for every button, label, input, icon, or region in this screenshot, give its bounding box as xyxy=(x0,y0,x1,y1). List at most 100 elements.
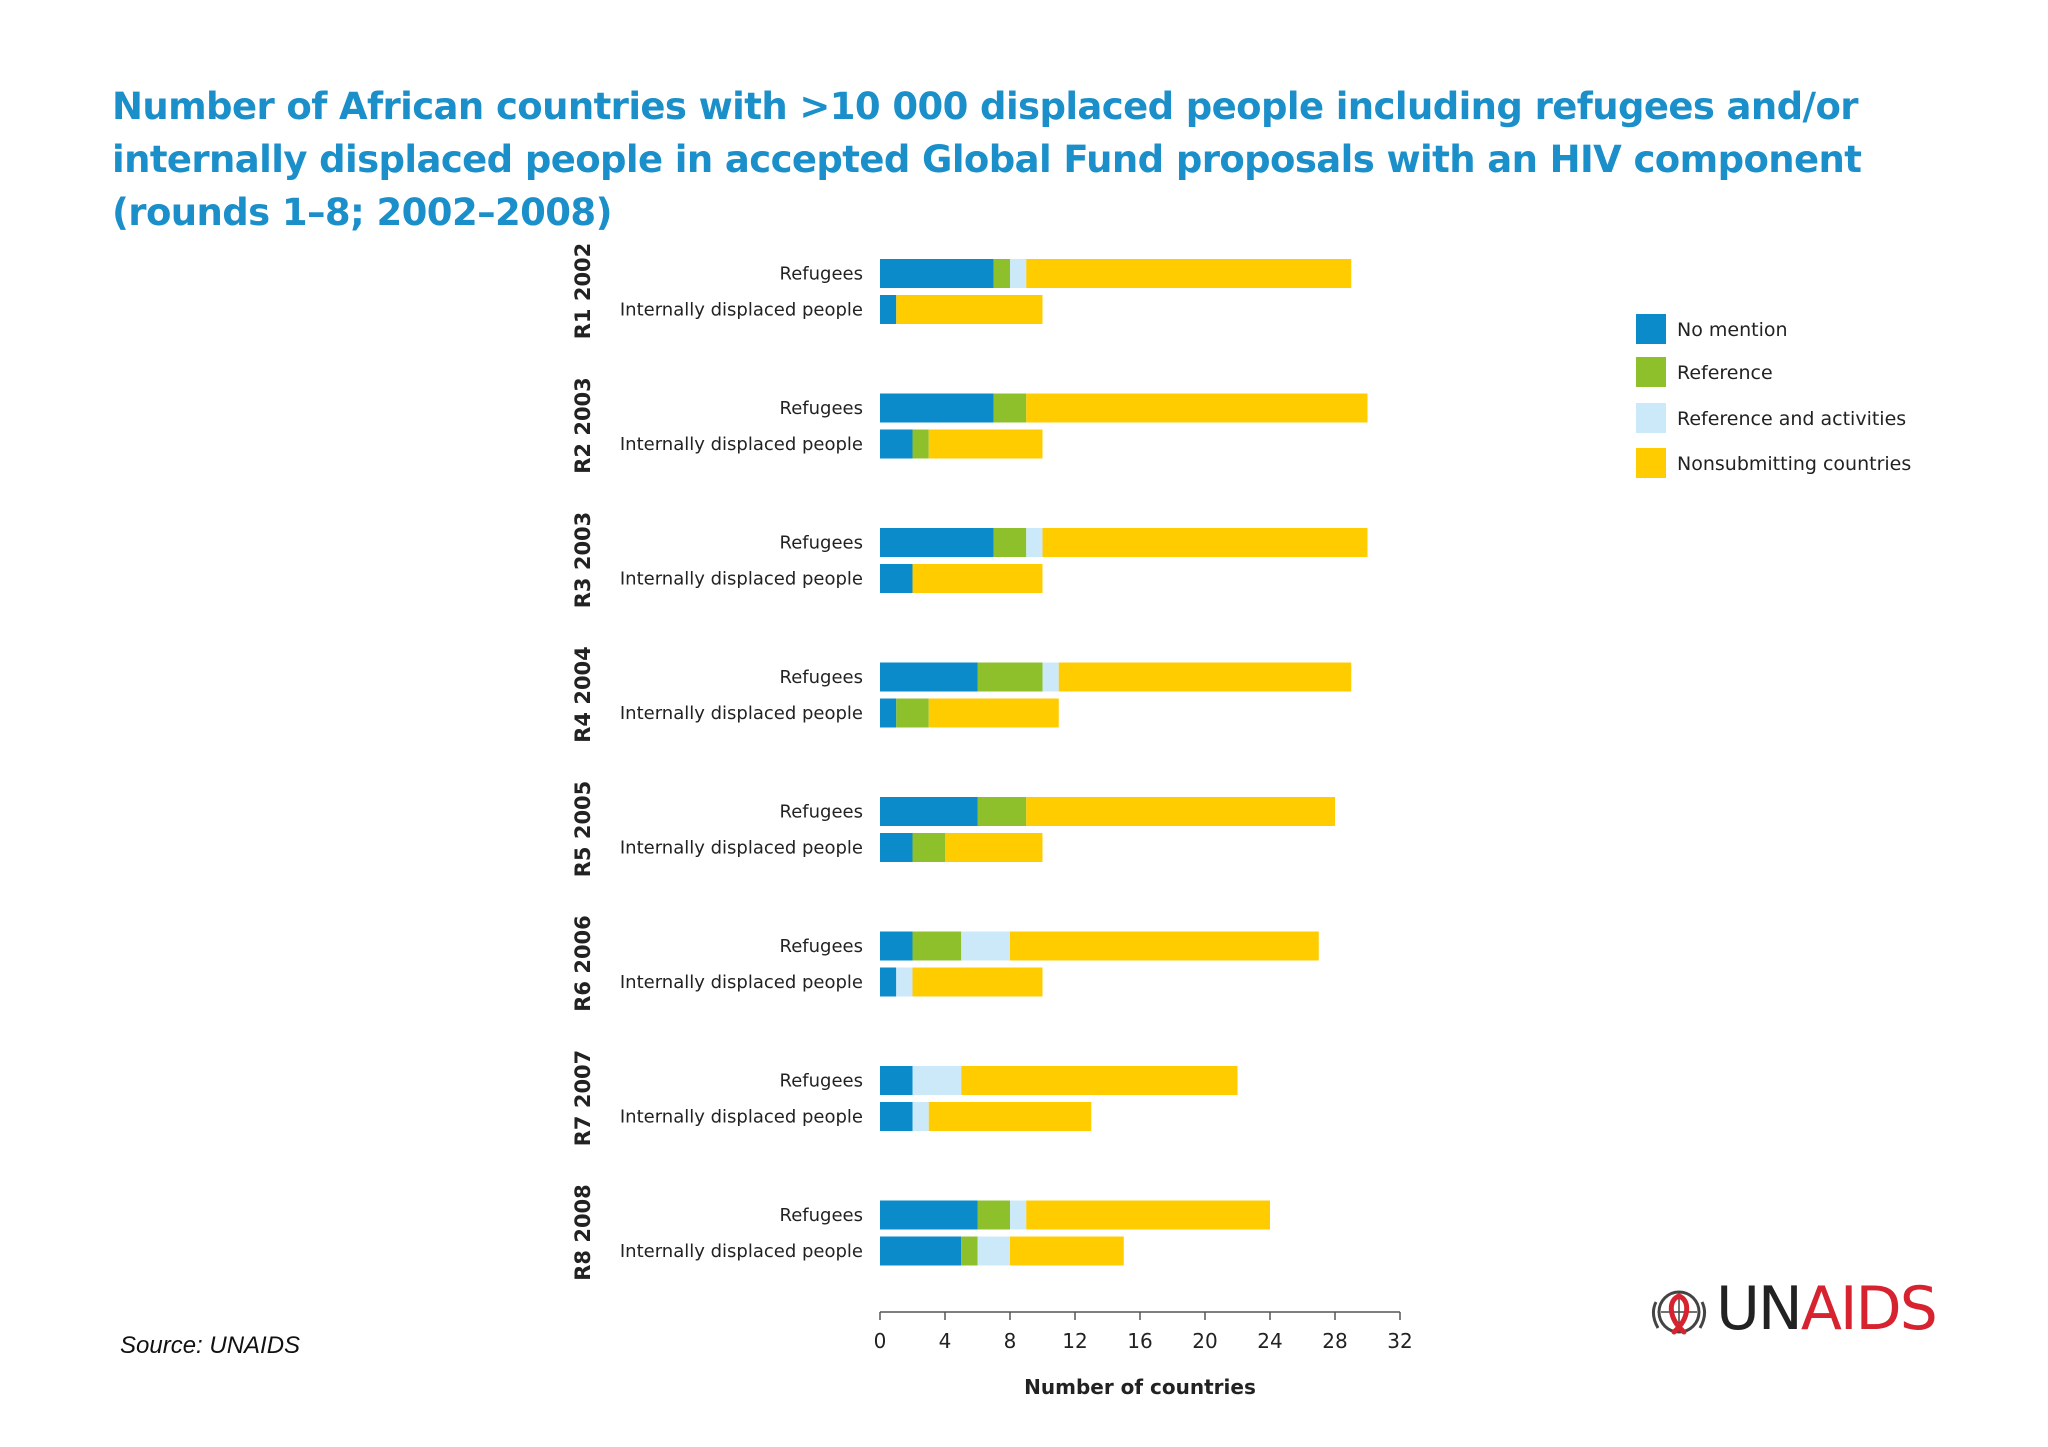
round-label: R6 2006 xyxy=(571,915,595,1012)
round-label: R2 2003 xyxy=(571,377,595,474)
unaids-logo: UNAIDS xyxy=(1648,1274,1948,1344)
x-tick-label: 0 xyxy=(874,1329,887,1353)
x-tick-label: 20 xyxy=(1192,1329,1217,1353)
x-tick-label: 8 xyxy=(1004,1329,1017,1353)
bar-segment xyxy=(977,662,1043,692)
bar-segment xyxy=(880,662,978,692)
bar-segment xyxy=(977,797,1027,826)
legend: No mention Reference Reference and activit… xyxy=(1636,314,1911,478)
bar-segment xyxy=(1026,259,1352,288)
row-label: Refugees xyxy=(780,1071,863,1092)
bar-segment xyxy=(1010,259,1027,288)
row-label: Internally displaced people xyxy=(620,703,863,724)
bar-segment xyxy=(880,393,994,423)
bar-segment xyxy=(977,1200,1010,1230)
bar-segment xyxy=(993,259,1010,288)
bar-segment xyxy=(961,931,1010,961)
bar-segment xyxy=(912,833,945,862)
bar-segment xyxy=(880,1236,962,1266)
row-label: Refugees xyxy=(780,533,863,554)
row-label: Internally displaced people xyxy=(620,972,863,993)
bar-segment xyxy=(1010,1236,1124,1266)
bar-segment xyxy=(880,1200,978,1230)
bar-segment xyxy=(1026,393,1368,423)
logo-un: UN xyxy=(1716,1274,1803,1344)
bar-segment xyxy=(896,698,929,728)
un-emblem-icon xyxy=(1651,1290,1707,1335)
x-tick-label: 32 xyxy=(1387,1329,1412,1353)
x-axis-label: Number of countries xyxy=(1024,1375,1256,1399)
bar-segment xyxy=(912,1066,962,1095)
x-tick-label: 24 xyxy=(1257,1329,1282,1353)
row-label: Refugees xyxy=(780,398,863,419)
row-label: Internally displaced people xyxy=(620,300,863,321)
bar-segment xyxy=(912,564,1043,593)
bar-segment xyxy=(1010,1200,1027,1230)
bar-segment xyxy=(993,393,1027,423)
row-label: Internally displaced people xyxy=(620,434,863,455)
row-label: Internally displaced people xyxy=(620,838,863,859)
bar-segment xyxy=(912,429,929,459)
bar-segment xyxy=(961,1066,1238,1095)
bar-segment xyxy=(993,528,1027,557)
bar-segment xyxy=(928,698,1059,728)
bar-segment xyxy=(928,429,1043,459)
bar-segment xyxy=(945,833,1043,862)
bar-segment xyxy=(880,931,913,961)
bar-segment xyxy=(912,931,962,961)
x-tick-label: 4 xyxy=(939,1329,952,1353)
source-note: Source: UNAIDS xyxy=(120,1332,301,1359)
legend-swatch xyxy=(1636,403,1666,433)
legend-label: Nonsubmitting countries xyxy=(1677,453,1911,475)
row-label: Internally displaced people xyxy=(620,569,863,590)
logo-aids: AIDS xyxy=(1800,1274,1938,1344)
row-label: Internally displaced people xyxy=(620,1241,863,1262)
bar-segment xyxy=(896,967,913,997)
x-tick-label: 12 xyxy=(1062,1329,1087,1353)
legend-label: Reference and activities xyxy=(1677,408,1906,430)
row-label: Refugees xyxy=(780,802,863,823)
bars-layer xyxy=(880,259,1368,1266)
bar-segment xyxy=(880,295,897,324)
bar-segment xyxy=(880,259,994,288)
bar-segment xyxy=(1026,1200,1270,1230)
row-label: Internally displaced people xyxy=(620,1107,863,1128)
round-label: R8 2008 xyxy=(571,1184,595,1281)
bar-segment xyxy=(928,1102,1092,1131)
labels-layer: Refugees Internally displaced people R1 20… xyxy=(571,243,863,1281)
bar-segment xyxy=(912,967,1043,997)
bar-segment xyxy=(912,1102,929,1131)
row-label: Refugees xyxy=(780,264,863,285)
bar-segment xyxy=(880,429,913,459)
round-label: R3 2003 xyxy=(571,512,595,609)
legend-swatch xyxy=(1636,314,1666,344)
round-label: R1 2002 xyxy=(571,243,595,340)
legend-label: No mention xyxy=(1677,319,1788,341)
bar-segment xyxy=(880,967,897,997)
row-label: Refugees xyxy=(780,936,863,957)
bar-segment xyxy=(880,1102,913,1131)
bar-segment xyxy=(880,797,978,826)
row-label: Refugees xyxy=(780,667,863,688)
bar-segment xyxy=(1026,797,1335,826)
x-tick-label: 16 xyxy=(1127,1329,1152,1353)
legend-swatch xyxy=(1636,448,1666,478)
round-label: R4 2004 xyxy=(571,646,595,743)
row-label: Refugees xyxy=(780,1205,863,1226)
bar-segment xyxy=(1042,662,1059,692)
bar-segment xyxy=(961,1236,978,1266)
bar-segment xyxy=(880,698,897,728)
round-label: R5 2005 xyxy=(571,781,595,878)
bar-segment xyxy=(977,1236,1010,1266)
bar-segment xyxy=(1026,528,1043,557)
bar-segment xyxy=(1058,662,1352,692)
bar-segment xyxy=(896,295,1043,324)
logo-wordmark: UNAIDS xyxy=(1716,1274,1938,1344)
x-tick-label: 28 xyxy=(1322,1329,1347,1353)
bar-segment xyxy=(880,1066,913,1095)
bar-segment xyxy=(880,833,913,862)
bar-segment xyxy=(880,528,994,557)
x-axis: 0 4 8 12 16 20 24 28 32 Number of countries xyxy=(874,1311,1413,1399)
bar-segment xyxy=(1010,931,1319,961)
